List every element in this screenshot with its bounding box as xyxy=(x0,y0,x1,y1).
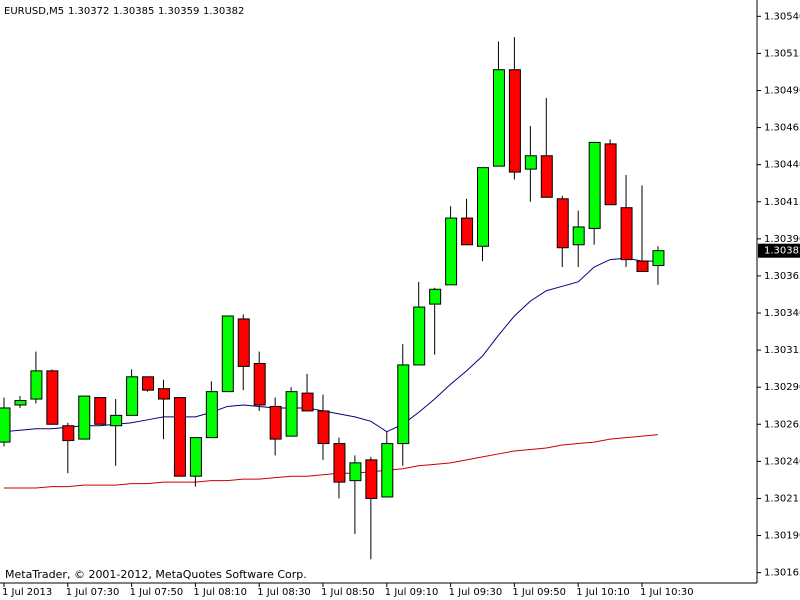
x-tick-label: 1 Jul 09:50 xyxy=(512,587,566,598)
candle-body xyxy=(285,391,298,437)
candle-body xyxy=(365,459,378,499)
candle-body xyxy=(461,217,474,246)
y-tick-label: 1.30165 xyxy=(764,568,800,579)
candle-body xyxy=(317,410,330,445)
candle-body xyxy=(524,155,537,170)
x-tick-label: 1 Jul 07:30 xyxy=(66,587,120,598)
last-price-label: 1.30382 xyxy=(764,246,800,257)
candle-body xyxy=(110,414,123,427)
moving-average xyxy=(4,434,658,489)
y-tick-label: 1.30315 xyxy=(764,345,800,356)
candle-body xyxy=(94,397,107,425)
candle-body xyxy=(556,198,569,249)
ohlc-low: 1.30359 xyxy=(158,6,199,17)
y-tick-label: 1.30215 xyxy=(764,493,800,504)
candle-body xyxy=(205,391,218,439)
x-tick-label: 1 Jul 09:10 xyxy=(385,587,439,598)
candle-body xyxy=(477,167,489,247)
candle-body xyxy=(237,318,250,367)
x-tick-label: 1 Jul 08:50 xyxy=(321,587,375,598)
ohlc-open: 1.30372 xyxy=(68,6,109,17)
y-tick-label: 1.30490 xyxy=(764,85,800,96)
ohlc-high: 1.30385 xyxy=(113,6,154,17)
candle-body xyxy=(445,217,458,286)
candle-body xyxy=(253,362,266,406)
candle-body xyxy=(189,437,202,477)
candle-body xyxy=(413,306,426,366)
x-tick-label: 1 Jul 08:10 xyxy=(193,587,247,598)
candle-body xyxy=(0,407,11,443)
x-tick-label: 1 Jul 10:30 xyxy=(640,587,694,598)
candle-body xyxy=(78,395,91,440)
y-tick-label: 1.30440 xyxy=(764,160,800,171)
x-tick-label: 1 Jul 07:50 xyxy=(130,587,184,598)
candle-body xyxy=(126,376,139,416)
candle-body xyxy=(508,69,521,173)
candle-body xyxy=(540,155,553,198)
y-tick-label: 1.30240 xyxy=(764,456,800,467)
candle-body xyxy=(588,141,601,229)
y-tick-label: 1.30390 xyxy=(764,234,800,245)
candle-body xyxy=(572,226,585,246)
x-tick-label: 1 Jul 09:30 xyxy=(449,587,503,598)
candle-body xyxy=(636,260,649,272)
last-price-box xyxy=(758,243,800,258)
candle-body xyxy=(620,207,633,261)
x-tick-label: 1 Jul 2013 xyxy=(2,587,52,598)
candle-body xyxy=(652,250,665,267)
candle-body xyxy=(604,143,617,206)
candle-body xyxy=(301,392,314,412)
y-tick-label: 1.30290 xyxy=(764,382,800,393)
candle-body xyxy=(158,388,170,400)
y-tick-label: 1.30190 xyxy=(764,531,800,542)
candle-body xyxy=(62,425,75,442)
footer: MetaTrader, © 2001-2012, MetaQuotes Soft… xyxy=(5,568,307,581)
y-tick-label: 1.30515 xyxy=(764,48,800,59)
candle-body xyxy=(333,443,346,483)
plot xyxy=(0,37,665,560)
candle-body xyxy=(397,364,410,445)
candle-body xyxy=(269,405,282,440)
candle-body xyxy=(30,370,43,400)
candle-body xyxy=(142,376,155,391)
symbol: EURUSD,M5 xyxy=(4,6,64,17)
y-tick-label: 1.30415 xyxy=(764,197,800,208)
candle-body xyxy=(492,69,505,167)
y-tick-label: 1.30340 xyxy=(764,308,800,319)
candle-body xyxy=(173,397,186,477)
y-tick-label: 1.30465 xyxy=(764,123,800,134)
candle-body xyxy=(46,370,59,425)
y-tick-label: 1.30540 xyxy=(764,11,800,22)
y-tick-label: 1.30365 xyxy=(764,271,800,282)
x-tick-label: 1 Jul 10:10 xyxy=(576,587,630,598)
candle-body xyxy=(349,462,362,482)
y-tick-label: 1.30265 xyxy=(764,419,800,430)
x-tick-label: 1 Jul 08:30 xyxy=(257,587,311,598)
candle-body xyxy=(381,443,394,498)
candle-body xyxy=(14,400,27,406)
candle-body xyxy=(221,315,234,393)
candle-body xyxy=(429,288,442,305)
ohlc-close: 1.30382 xyxy=(203,6,244,17)
